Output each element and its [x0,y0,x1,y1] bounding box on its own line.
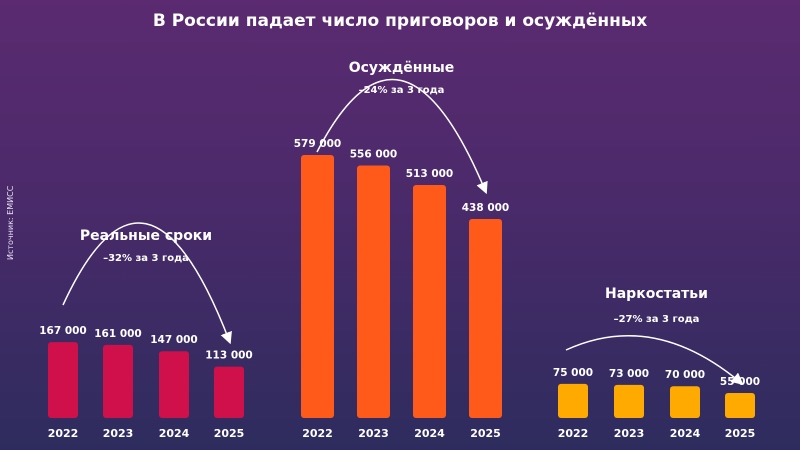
year-label: 2024 [414,427,445,440]
trend-arrow [565,335,744,385]
value-label: 161 000 [94,328,142,340]
year-label: 2022 [302,427,333,440]
bar-2023 [103,344,133,418]
value-label: 73 000 [609,368,649,380]
value-label: 55 000 [720,376,760,388]
bar-2024 [159,351,189,418]
year-label: 2025 [725,427,756,440]
year-label: 2024 [159,427,190,440]
value-label: 70 000 [665,369,705,381]
value-label: 556 000 [350,148,398,160]
value-label: 579 000 [294,138,342,150]
value-label: 438 000 [462,202,510,214]
year-label: 2025 [214,427,245,440]
group-subtitle: –32% за 3 года [103,253,189,264]
value-label: 147 000 [150,334,198,346]
bar-2025 [214,366,244,418]
chart-title: В России падает число приговоров и осужд… [152,11,648,31]
year-label: 2023 [358,427,389,440]
group-title: Осуждённые [349,60,455,76]
year-label: 2022 [558,427,589,440]
bar-2022 [301,155,334,418]
group-title: Реальные сроки [80,228,212,244]
bar-2023 [357,165,390,418]
group-title: Наркостатьи [605,286,708,302]
value-label: 75 000 [553,367,593,379]
bar-2022 [48,342,78,418]
value-label: 167 000 [39,325,87,337]
value-label: 113 000 [205,350,253,362]
year-label: 2024 [670,427,701,440]
group-subtitle: –27% за 3 года [614,314,700,325]
trend-arrow [62,222,232,345]
year-label: 2023 [103,427,134,440]
trend-arrow [316,78,488,195]
bar-2025 [725,393,755,418]
bar-2024 [670,386,700,418]
year-label: 2025 [470,427,501,440]
bar-2023 [614,384,644,418]
year-label: 2022 [48,427,79,440]
bar-2024 [413,184,446,418]
value-label: 513 000 [406,168,454,180]
group-subtitle: –24% за 3 года [359,85,445,96]
year-label: 2023 [614,427,645,440]
bar-2022 [558,383,588,418]
bar-2025 [469,219,502,418]
